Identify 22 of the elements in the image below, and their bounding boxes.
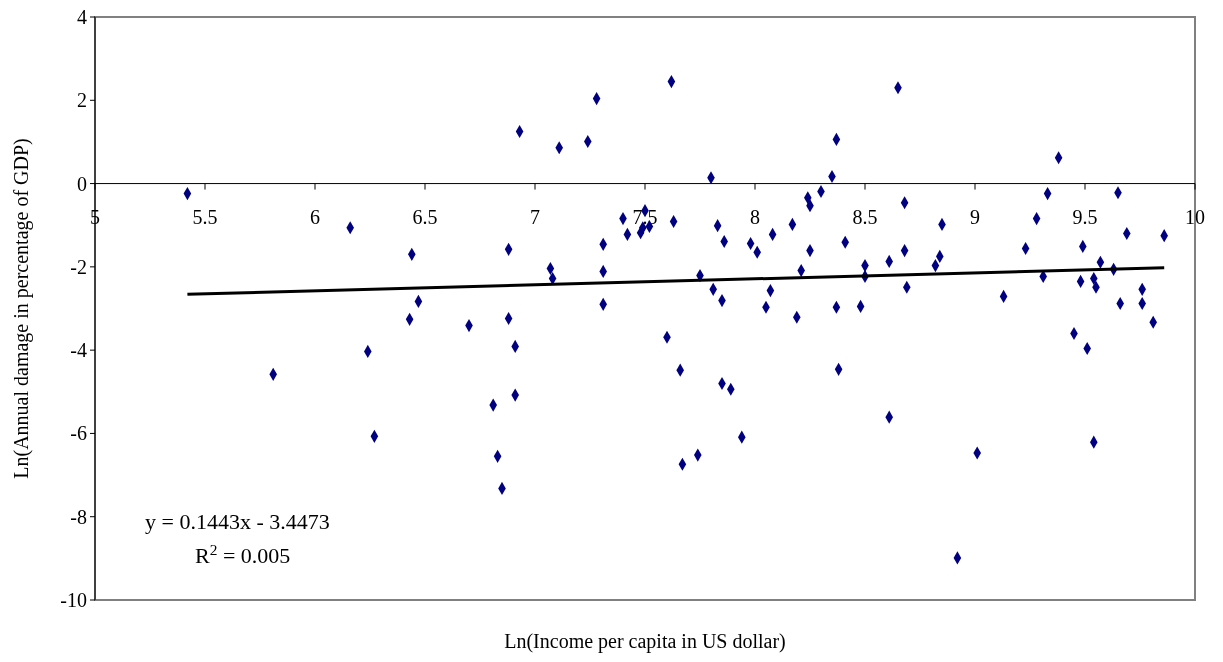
annotation: R$^{2}$ = 0.005 [195, 540, 291, 568]
y-tick-label: -8 [70, 505, 87, 528]
x-tick-label: 8 [750, 205, 760, 228]
y-axis-title: Ln(Annual damage in percentage of GDP) [10, 138, 33, 479]
x-tick-label: 7 [530, 205, 540, 228]
y-tick-label: 2 [77, 89, 87, 112]
y-tick-label: -6 [70, 422, 87, 445]
x-tick-label: 8.5 [852, 205, 878, 228]
x-axis-title: Ln(Income per capita in US dollar) [504, 630, 786, 653]
y-tick-label: -2 [70, 255, 87, 278]
y-tick-label: -4 [70, 339, 87, 362]
x-tick-label: 9 [970, 205, 980, 228]
x-tick-label: 6 [310, 205, 320, 228]
x-tick-label: 10 [1185, 205, 1205, 228]
y-tick-label: 4 [77, 6, 87, 28]
x-tick-label: 9.5 [1072, 205, 1098, 228]
x-tick-label: 7.5 [632, 205, 658, 228]
x-tick-label: 6.5 [412, 205, 438, 228]
annotation: y = 0.1443x - 3.4473 [145, 509, 330, 534]
y-tick-label: -10 [60, 589, 87, 611]
x-tick-label: 5.5 [192, 205, 218, 228]
y-tick-label: 0 [77, 172, 87, 195]
